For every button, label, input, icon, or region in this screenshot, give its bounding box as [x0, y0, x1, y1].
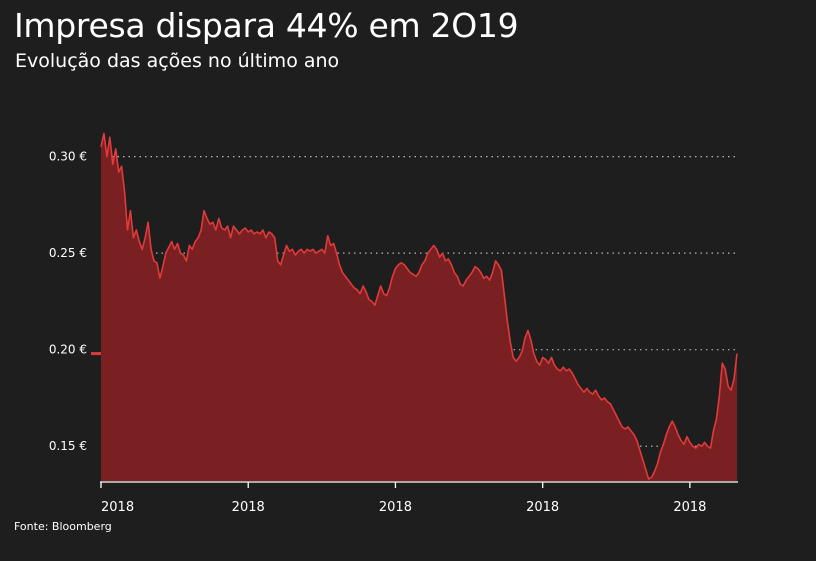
x-tick-label-4: 2018 — [673, 500, 706, 515]
y-tick-labels: 0.30 € 0.25 € 0.20 € 0.15 € — [49, 150, 87, 454]
x-tick-label-1: 2018 — [232, 500, 265, 515]
source-note: Fonte: Bloomberg — [14, 520, 112, 533]
y-tick-label-0: 0.30 € — [49, 150, 87, 164]
chart-title: Impresa dispara 44% em 2O19 — [14, 6, 519, 45]
price-area-fill — [101, 133, 737, 481]
x-tick-label-3: 2018 — [526, 500, 559, 515]
chart-subtitle: Evolução das ações no último ano — [15, 50, 340, 72]
x-tick-label-2: 2018 — [379, 500, 412, 515]
x-tick-labels: 201820182018201820182019 — [101, 500, 706, 515]
x-tick-label-0: 2018 — [101, 500, 134, 515]
y-tick-label-2: 0.20 € — [49, 343, 87, 357]
y-tick-label-3: 0.15 € — [49, 439, 87, 453]
price-line — [100, 132, 738, 480]
y-tick-label-1: 0.25 € — [49, 246, 87, 260]
axes — [91, 352, 738, 488]
